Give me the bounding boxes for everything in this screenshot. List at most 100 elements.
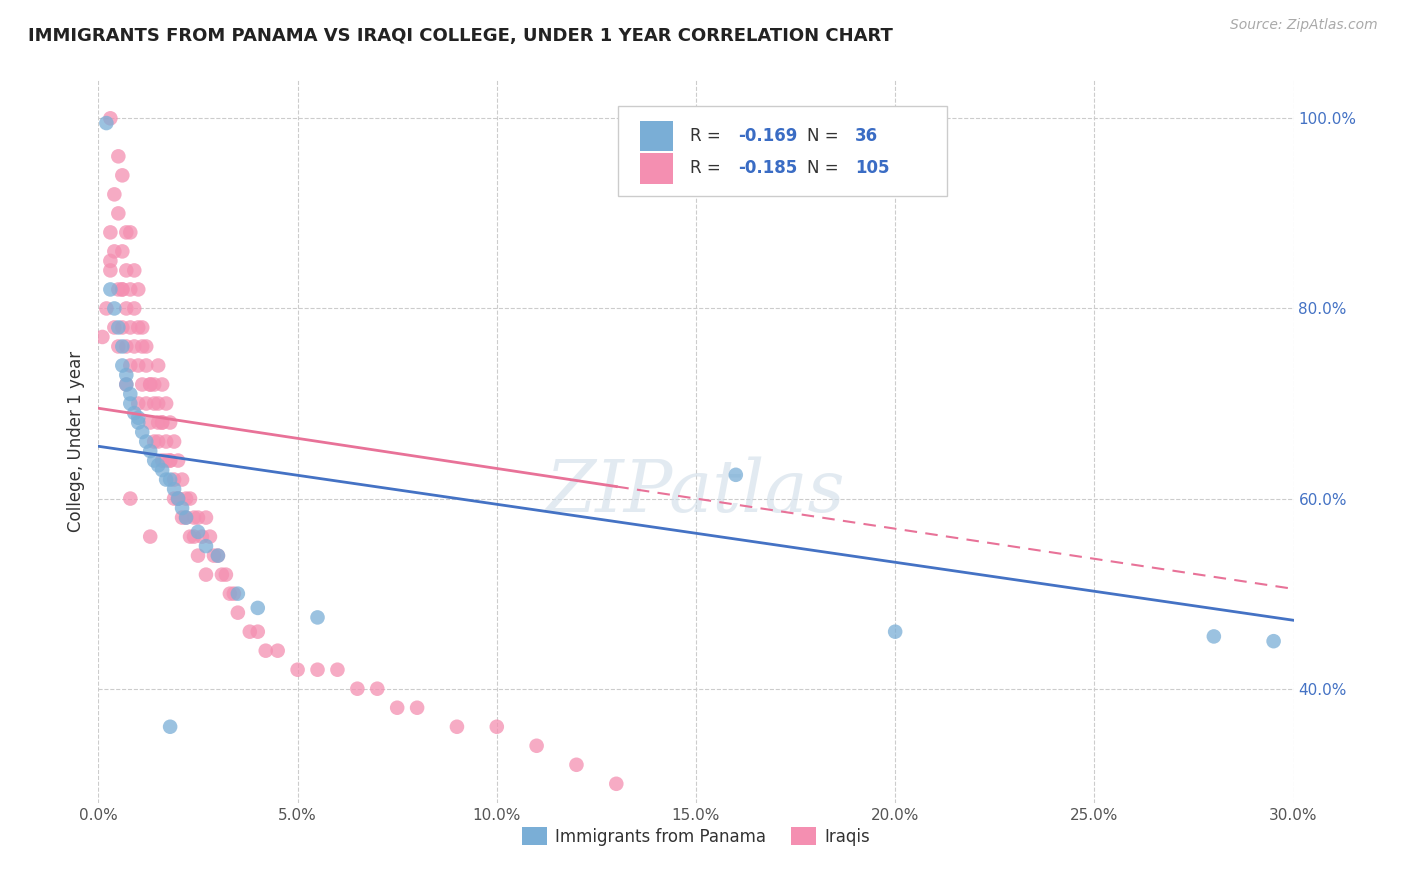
Point: [526, 739, 548, 753]
Point: [226, 606, 249, 620]
Point: [115, 377, 138, 392]
Point: [139, 416, 162, 430]
Legend: Immigrants from Panama, Iraqis: Immigrants from Panama, Iraqis: [515, 821, 877, 852]
Point: [254, 643, 277, 657]
Point: [187, 549, 209, 563]
Point: [143, 434, 166, 449]
Point: [605, 777, 627, 791]
Point: [183, 510, 205, 524]
Point: [131, 320, 153, 334]
Point: [135, 396, 157, 410]
Point: [187, 524, 209, 539]
Point: [127, 416, 149, 430]
Point: [163, 473, 186, 487]
Point: [124, 301, 146, 316]
Point: [103, 301, 125, 316]
Point: [143, 453, 166, 467]
Point: [131, 377, 153, 392]
Point: [120, 387, 142, 401]
Point: [446, 720, 468, 734]
Point: [163, 434, 186, 449]
Text: -0.185: -0.185: [738, 160, 797, 178]
Text: ZIPatlas: ZIPatlas: [546, 457, 846, 527]
Point: [127, 320, 149, 334]
Point: [307, 610, 329, 624]
Point: [111, 320, 134, 334]
Point: [143, 396, 166, 410]
Point: [127, 359, 149, 373]
Text: R =: R =: [690, 127, 725, 145]
Point: [167, 491, 190, 506]
Point: [565, 757, 588, 772]
Point: [179, 491, 201, 506]
Point: [167, 453, 190, 467]
Point: [174, 491, 197, 506]
Point: [1202, 629, 1225, 643]
Text: -0.169: -0.169: [738, 127, 797, 145]
Point: [120, 320, 142, 334]
Point: [211, 567, 233, 582]
Text: N =: N =: [807, 127, 844, 145]
Point: [103, 244, 125, 259]
Point: [148, 416, 170, 430]
Text: Source: ZipAtlas.com: Source: ZipAtlas.com: [1230, 18, 1378, 32]
Point: [103, 320, 125, 334]
Point: [155, 453, 177, 467]
Point: [172, 510, 194, 524]
Point: [111, 282, 134, 296]
Point: [155, 396, 177, 410]
Point: [115, 368, 138, 382]
Point: [150, 416, 173, 430]
FancyBboxPatch shape: [640, 153, 673, 184]
Point: [124, 263, 146, 277]
Point: [215, 567, 238, 582]
Point: [115, 339, 138, 353]
Point: [107, 149, 129, 163]
Text: IMMIGRANTS FROM PANAMA VS IRAQI COLLEGE, UNDER 1 YEAR CORRELATION CHART: IMMIGRANTS FROM PANAMA VS IRAQI COLLEGE,…: [28, 27, 893, 45]
Point: [195, 510, 218, 524]
Point: [150, 453, 173, 467]
Point: [195, 567, 218, 582]
Point: [346, 681, 368, 696]
Point: [111, 169, 134, 183]
FancyBboxPatch shape: [640, 120, 673, 151]
Point: [155, 473, 177, 487]
Point: [107, 282, 129, 296]
Point: [239, 624, 262, 639]
Point: [96, 116, 118, 130]
Point: [127, 282, 149, 296]
Point: [127, 410, 149, 425]
Point: [148, 458, 170, 473]
Point: [135, 434, 157, 449]
Text: R =: R =: [690, 160, 725, 178]
Point: [485, 720, 508, 734]
Point: [111, 282, 134, 296]
Point: [198, 530, 221, 544]
Point: [98, 112, 122, 126]
Point: [163, 482, 186, 496]
Point: [150, 463, 173, 477]
Point: [406, 700, 429, 714]
Point: [183, 530, 205, 544]
Text: N =: N =: [807, 160, 844, 178]
Point: [150, 377, 173, 392]
Point: [120, 396, 142, 410]
Point: [98, 282, 122, 296]
Point: [131, 425, 153, 439]
Point: [222, 587, 245, 601]
Point: [135, 339, 157, 353]
Point: [884, 624, 907, 639]
Point: [111, 359, 134, 373]
Point: [148, 359, 170, 373]
Point: [167, 491, 190, 506]
Point: [174, 510, 197, 524]
Point: [98, 263, 122, 277]
Point: [187, 510, 209, 524]
Point: [91, 330, 114, 344]
Point: [267, 643, 290, 657]
Point: [167, 491, 190, 506]
Point: [98, 226, 122, 240]
Point: [139, 377, 162, 392]
Point: [120, 282, 142, 296]
Point: [179, 530, 201, 544]
